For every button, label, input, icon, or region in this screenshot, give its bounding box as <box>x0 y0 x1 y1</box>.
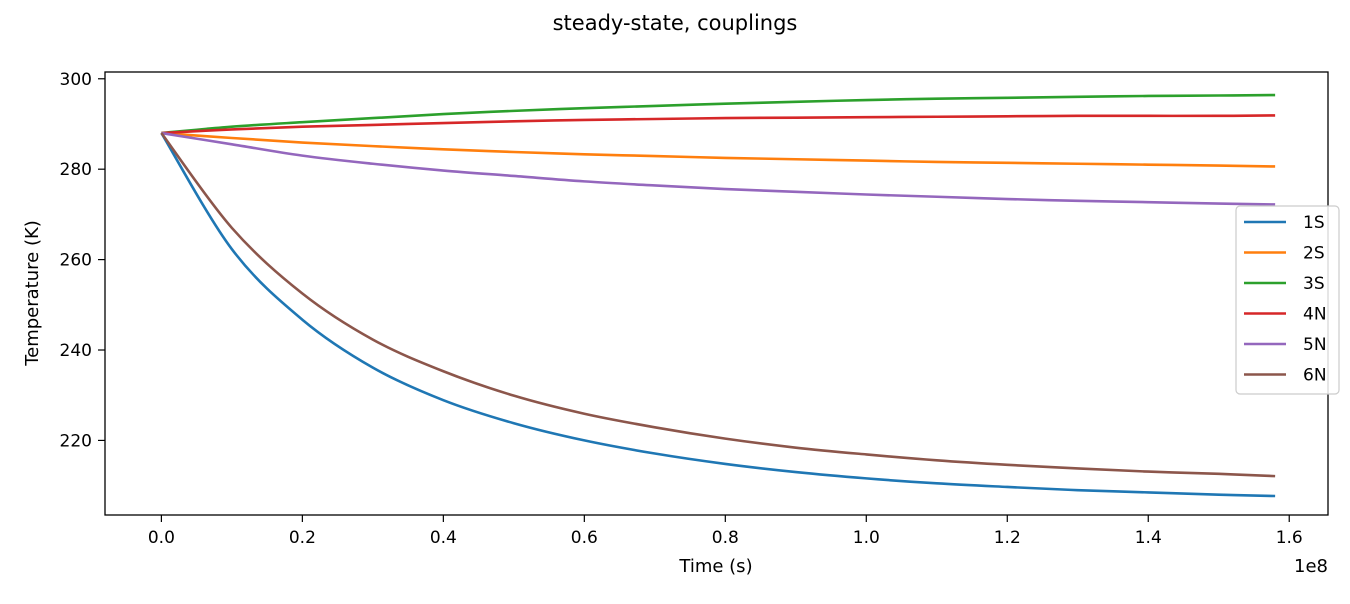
x-axis-label: Time (s) <box>678 556 752 577</box>
legend-label-4n: 4N <box>1303 305 1327 325</box>
plot-area-frame <box>104 71 1329 516</box>
y-axis-ticks: 220 240 260 280 300 <box>60 70 105 451</box>
series-line-6n <box>160 132 1276 478</box>
x-tick-label: 1.4 <box>1135 528 1162 548</box>
series-line-1s <box>160 132 1276 498</box>
x-tick-label: 0.0 <box>148 528 175 548</box>
chart-title: steady-state, couplings <box>553 11 798 35</box>
series-line-4n <box>161 114 1276 135</box>
x-tick-label: 0.6 <box>571 528 598 548</box>
legend-label-6n: 6N <box>1303 366 1327 386</box>
legend-label-2s: 2S <box>1303 244 1325 264</box>
legend: 1S 2S 3S 4N 5N 6N <box>1235 205 1340 395</box>
y-tick-label: 220 <box>60 431 92 451</box>
x-axis-ticks: 0.0 0.2 0.4 0.6 0.8 1.0 1.2 1.4 1.6 <box>148 515 1303 548</box>
legend-label-1s: 1S <box>1303 213 1325 233</box>
series-line-3s <box>161 93 1276 135</box>
x-tick-label: 1.2 <box>994 528 1021 548</box>
y-axis-label: Temperature (K) <box>22 220 43 367</box>
series-lines <box>160 93 1276 498</box>
y-tick-label: 300 <box>60 70 92 90</box>
x-tick-label: 1.6 <box>1276 528 1303 548</box>
y-tick-label: 280 <box>60 160 92 180</box>
y-tick-label: 260 <box>60 251 92 271</box>
x-axis-offset-label: 1e8 <box>1294 556 1328 577</box>
series-line-5n <box>161 131 1276 206</box>
y-tick-label: 240 <box>60 341 92 361</box>
x-tick-label: 0.4 <box>430 528 457 548</box>
x-tick-label: 0.2 <box>289 528 316 548</box>
x-tick-label: 1.0 <box>853 528 880 548</box>
legend-items: 1S 2S 3S 4N 5N 6N <box>1244 213 1327 386</box>
x-tick-label: 0.8 <box>712 528 739 548</box>
legend-label-5n: 5N <box>1303 335 1327 355</box>
series-line-2s <box>161 131 1276 168</box>
legend-label-3s: 3S <box>1303 274 1325 294</box>
